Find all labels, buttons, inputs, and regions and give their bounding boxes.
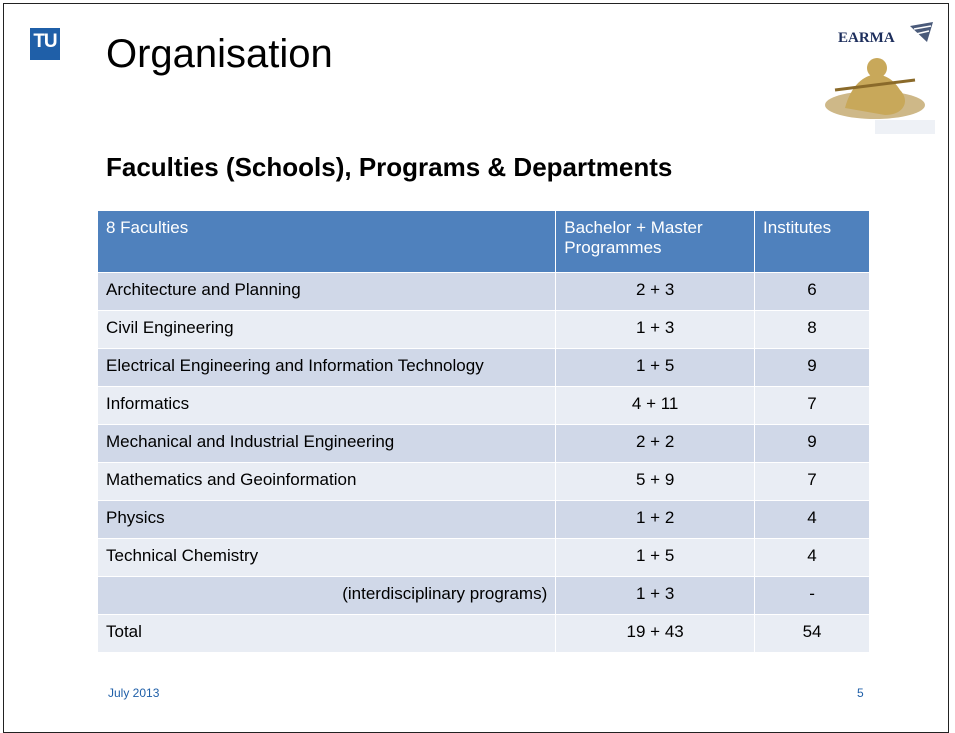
- table-cell: Mechanical and Industrial Engineering: [96, 424, 557, 463]
- logo-stripes: [910, 22, 933, 42]
- table-cell: 7: [754, 462, 870, 501]
- table-cell: Physics: [96, 500, 557, 539]
- table-cell: 7: [754, 386, 870, 425]
- column-header: Bachelor + Master Programmes: [555, 210, 756, 273]
- table-row: Mechanical and Industrial Engineering 2 +…: [96, 424, 870, 463]
- table-cell: 8: [754, 310, 870, 349]
- page-number: 5: [857, 686, 864, 700]
- slide-title: Organisation: [106, 32, 333, 76]
- faculty-table: 8 Faculties Bachelor + Master Programmes I…: [96, 210, 870, 653]
- table-cell: Total: [96, 614, 557, 653]
- table-cell: 4: [754, 538, 870, 577]
- table-cell: 4 + 11: [555, 386, 756, 425]
- table-cell: 5 + 9: [555, 462, 756, 501]
- table-cell: 1 + 2: [555, 500, 756, 539]
- subtitle: Faculties (Schools), Programs & Departme…: [106, 152, 673, 182]
- table-cell: Mathematics and Geoinformation: [96, 462, 557, 501]
- table-row: Informatics 4 + 11 7: [96, 386, 870, 425]
- table-cell: 9: [754, 348, 870, 387]
- table-cell: 9: [754, 424, 870, 463]
- table-cell: Architecture and Planning: [96, 272, 557, 311]
- column-header: 8 Faculties: [96, 210, 557, 273]
- table-cell: -: [754, 576, 870, 615]
- footer-date: July 2013: [108, 686, 160, 700]
- table-cell: Technical Chemistry: [96, 538, 557, 577]
- table-cell: 2 + 2: [555, 424, 756, 463]
- table-cell: (interdisciplinary programs): [96, 576, 557, 615]
- table-cell: 1 + 3: [555, 576, 756, 615]
- table-cell: Informatics: [96, 386, 557, 425]
- table-row: Total 19 + 43 54: [96, 614, 870, 653]
- table-cell: Civil Engineering: [96, 310, 557, 349]
- table-cell: 19 + 43: [555, 614, 756, 653]
- table-cell: 2 + 3: [555, 272, 756, 311]
- column-header: Institutes: [754, 210, 870, 273]
- table-cell: 4: [754, 500, 870, 539]
- table-cell: 1 + 5: [555, 538, 756, 577]
- table-cell: 1 + 5: [555, 348, 756, 387]
- earma-wordmark: EARMA: [838, 30, 895, 46]
- table-cell: 1 + 3: [555, 310, 756, 349]
- header-row: 8 Faculties Bachelor + Master Programmes I…: [96, 210, 870, 273]
- table-cell: Electrical Engineering and Information T…: [96, 348, 557, 387]
- table-row: Electrical Engineering and Information T…: [96, 348, 870, 387]
- table-cell: 6: [754, 272, 870, 311]
- earma-logo: [825, 22, 935, 134]
- tu-logo: TU: [30, 28, 60, 60]
- table-row: (interdisciplinary programs) 1 + 3-: [96, 576, 870, 615]
- table-cell: 54: [754, 614, 870, 653]
